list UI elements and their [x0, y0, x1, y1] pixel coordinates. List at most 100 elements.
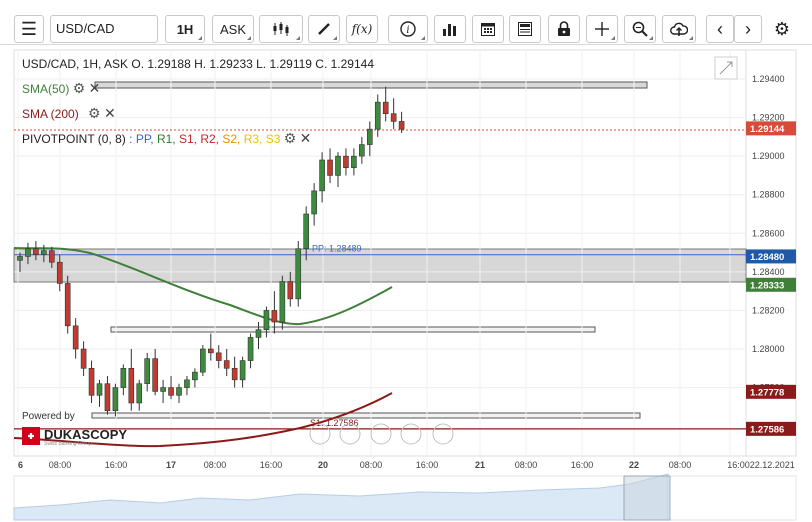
- price-tag: 1.28480: [746, 249, 796, 264]
- candle: [231, 356, 238, 388]
- drawing-tools-button[interactable]: [308, 15, 340, 43]
- close-icon[interactable]: ✕: [103, 105, 116, 121]
- expand-chart-button[interactable]: [714, 56, 738, 80]
- x-tick-label: 16:00: [416, 460, 439, 470]
- play-button[interactable]: [432, 423, 454, 445]
- sma200-line: [13, 392, 393, 448]
- y-tick-label: 1.29000: [752, 151, 785, 161]
- x-tick-label: 17: [166, 460, 176, 470]
- calendar-button[interactable]: [472, 15, 504, 43]
- price-type-button[interactable]: ASK: [212, 15, 254, 43]
- candle: [192, 368, 198, 388]
- dukascopy-logo: DUKASCOPY Swiss Banking Group: [22, 427, 127, 446]
- candle: [33, 241, 39, 261]
- candle: [359, 136, 365, 164]
- info-icon: i: [400, 21, 416, 37]
- y-tick-label: 1.28000: [752, 344, 785, 354]
- candle: [120, 364, 127, 396]
- candle: [160, 379, 166, 403]
- x-tick-label: 08:00: [360, 460, 383, 470]
- candle: [223, 349, 230, 376]
- mid-zone: [110, 326, 596, 333]
- y-tick-label: 1.28400: [752, 267, 785, 277]
- volume-button[interactable]: [434, 15, 466, 43]
- rewind-button[interactable]: [309, 423, 331, 445]
- grid: [14, 50, 746, 456]
- navigator-strip[interactable]: [13, 473, 797, 521]
- crosshair-button[interactable]: [586, 15, 618, 43]
- y-tick-label: 1.28800: [752, 190, 785, 200]
- lock-button[interactable]: [548, 15, 580, 43]
- x-tick-label: 08:00: [204, 460, 227, 470]
- pivot-indicator[interactable]: PIVOTPOINT (0, 8) : PP, R1, S1, R2, S2, …: [22, 130, 311, 147]
- pause-button[interactable]: [339, 423, 361, 445]
- candles: [17, 86, 405, 417]
- candle: [271, 291, 278, 334]
- y-tick-label: 1.29200: [752, 113, 785, 123]
- gear-icon[interactable]: ⚙: [72, 80, 86, 96]
- zoom-button[interactable]: [624, 15, 656, 43]
- timeframe-button[interactable]: 1H: [165, 15, 205, 43]
- candle: [25, 242, 31, 265]
- indicators-button[interactable]: f(x): [346, 15, 378, 43]
- candle: [112, 383, 119, 417]
- zoom-reset-button[interactable]: [400, 423, 422, 445]
- svg-text:1.29144: 1.29144: [750, 124, 785, 135]
- chevron-right-icon: ›: [745, 19, 751, 39]
- cloud-upload-icon: [670, 22, 688, 36]
- sma50-indicator[interactable]: SMA(50) ⚙ ✕: [22, 80, 100, 97]
- price-tag: 1.29144: [746, 121, 796, 136]
- menu-button[interactable]: ☰: [14, 15, 44, 43]
- chart-type-button[interactable]: [259, 15, 303, 43]
- symbol-selector[interactable]: USD/CAD: [50, 15, 158, 43]
- toolbar: ☰ USD/CAD 1H ASK f(x) i ‹ › ⚙: [0, 0, 812, 45]
- x-tick-label: 22: [629, 460, 639, 470]
- step-button[interactable]: [370, 423, 392, 445]
- candle: [343, 148, 349, 176]
- candle: [152, 349, 158, 396]
- candle: [96, 379, 103, 407]
- x-axis-ticks: 6 08:00 16:00 17 08:00 16:00 20 08:00 16:00 21 08:…: [18, 460, 795, 470]
- y-tick-label: 1.28600: [752, 228, 785, 238]
- close-icon[interactable]: ✕: [299, 130, 312, 146]
- candle: [128, 349, 135, 411]
- pivot-item-5: R3,: [240, 132, 263, 146]
- candle: [287, 271, 294, 307]
- crosshair-icon: [595, 22, 609, 36]
- candle: [327, 148, 333, 184]
- info-button[interactable]: i: [388, 15, 428, 43]
- x-tick-label: 6: [18, 460, 23, 470]
- pivot-item-0: : PP,: [129, 132, 154, 146]
- candle: [390, 98, 397, 130]
- cloud-upload-button[interactable]: [662, 15, 696, 43]
- gear-icon[interactable]: ⚙: [283, 130, 297, 146]
- timeframe-label: 1H: [176, 21, 194, 37]
- sma200-label: SMA (200): [22, 107, 79, 121]
- settings-button[interactable]: ⚙: [768, 15, 796, 43]
- svg-text:1.28480: 1.28480: [750, 252, 784, 263]
- candle: [56, 254, 63, 292]
- candle: [136, 379, 143, 411]
- scroll-right-button[interactable]: ›: [734, 15, 762, 43]
- candle: [168, 376, 174, 400]
- candle: [184, 376, 190, 396]
- x-tick-label: 08:00: [515, 460, 538, 470]
- gear-icon[interactable]: ⚙: [88, 105, 101, 121]
- candle: [279, 275, 286, 330]
- candle: [200, 345, 206, 376]
- candle: [366, 121, 373, 157]
- hamburger-icon: ☰: [20, 19, 38, 39]
- candle: [335, 152, 341, 187]
- x-tick-label: 16:00: [571, 460, 594, 470]
- candle: [17, 252, 23, 272]
- news-button[interactable]: [509, 15, 541, 43]
- candle: [64, 275, 71, 334]
- sma200-indicator[interactable]: SMA (200) ⚙ ✕: [22, 105, 116, 122]
- magnifier-icon: [632, 21, 648, 37]
- candle: [176, 383, 182, 403]
- candle: [303, 206, 310, 261]
- calendar-icon: [481, 23, 495, 36]
- close-icon[interactable]: ✕: [88, 80, 101, 96]
- scroll-left-button[interactable]: ‹: [706, 15, 734, 43]
